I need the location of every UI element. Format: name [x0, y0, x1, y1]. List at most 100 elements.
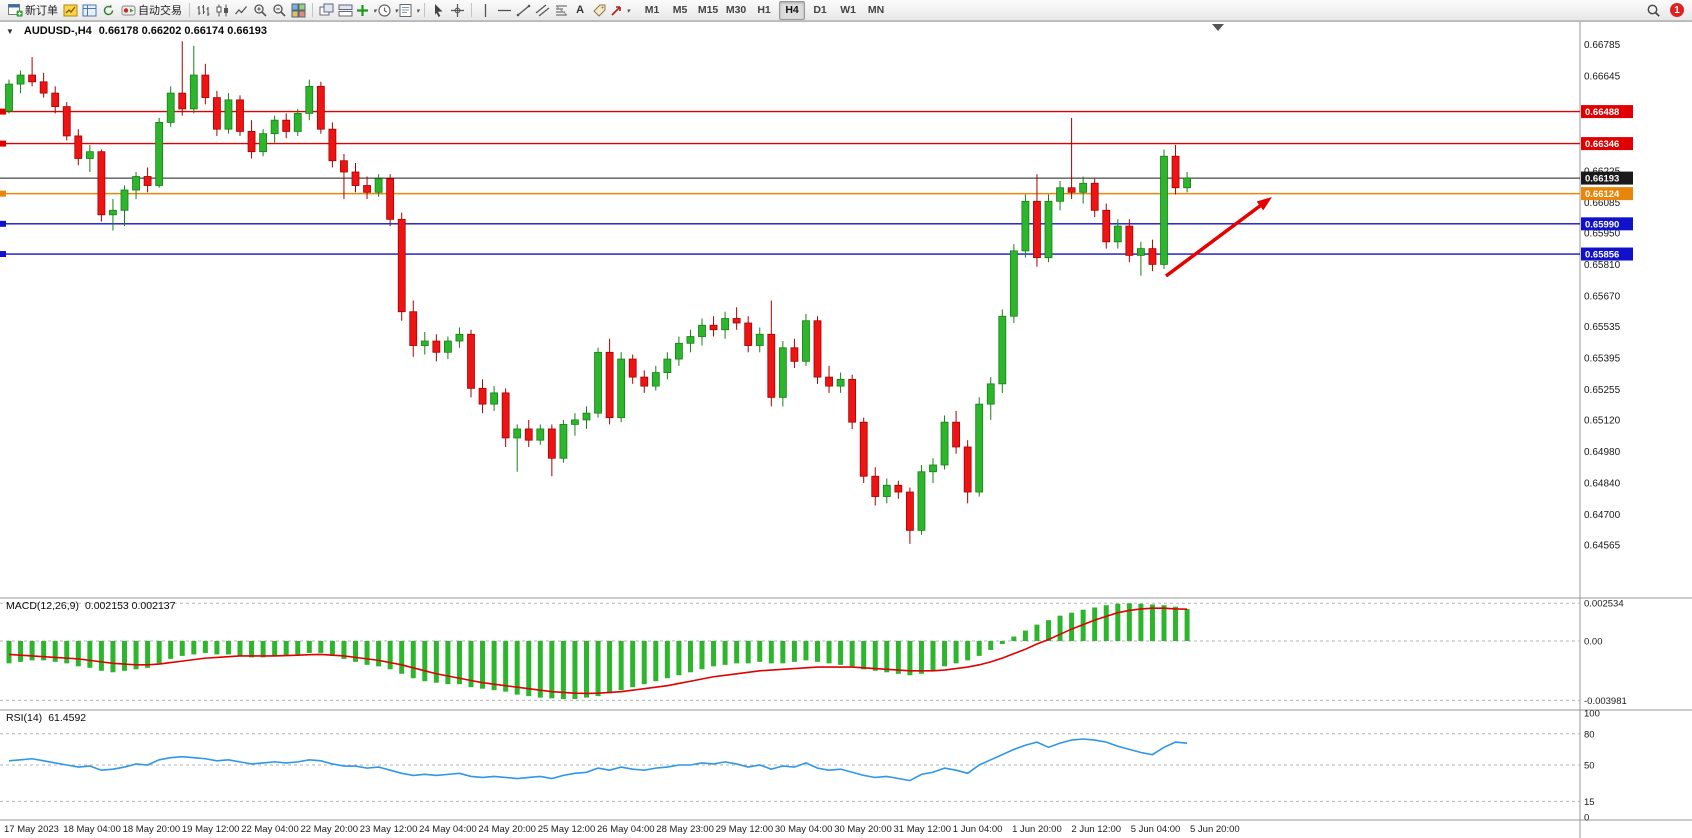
candle-body [802, 320, 810, 362]
macd-histogram-bar [306, 641, 312, 653]
refresh-button[interactable] [99, 1, 118, 19]
macd-histogram-bar [815, 641, 820, 662]
time-axis-label: 22 May 20:00 [301, 824, 359, 835]
macd-histogram-bar [179, 641, 185, 656]
templates-button[interactable] [398, 1, 420, 19]
timeframe-button-h4[interactable]: H4 [779, 0, 806, 20]
search-button[interactable] [1644, 1, 1663, 19]
timeframe-button-mn[interactable]: MN [867, 4, 885, 16]
indicators-button[interactable] [355, 1, 377, 19]
line-anchor-handle[interactable] [0, 190, 6, 197]
line-anchor-handle[interactable] [0, 220, 6, 227]
macd-histogram-bar [907, 641, 913, 676]
horizontal-line-tool-button[interactable] [495, 1, 514, 19]
zoom-in-button[interactable] [251, 1, 270, 19]
periods-button[interactable] [377, 1, 399, 19]
auto-trading-button[interactable]: 自动交易 [118, 1, 185, 19]
candle-body [894, 484, 903, 493]
candle-body [1056, 187, 1064, 202]
timeframe-button-m30[interactable]: M30 [725, 4, 747, 16]
candle-body [940, 421, 949, 466]
annotation-arrow[interactable] [1164, 200, 1267, 278]
time-axis-label: 25 May 12:00 [538, 824, 596, 835]
rsi-axis-label: 80 [1584, 729, 1595, 740]
macd-histogram-bar [722, 641, 728, 665]
price-axis-label: 0.66085 [1584, 198, 1621, 209]
macd-histogram-bar [595, 641, 601, 697]
arrows-tool-button[interactable] [609, 1, 631, 19]
macd-histogram-bar [676, 641, 682, 676]
candle-body [259, 133, 268, 153]
new-order-button[interactable]: 新订单 [5, 1, 61, 19]
candle-body [189, 74, 198, 110]
time-axis-label: 22 May 04:00 [241, 824, 299, 835]
label-tool-button[interactable] [590, 1, 609, 19]
timeframe-button-h1[interactable]: H1 [757, 4, 771, 16]
candle-body [1160, 155, 1168, 265]
candle-body [755, 333, 764, 346]
candle-body [859, 421, 868, 477]
line-anchor-handle[interactable] [0, 140, 6, 147]
macd-histogram-bar [768, 641, 774, 664]
timeframe-button-m5[interactable]: M5 [672, 4, 688, 16]
line-anchor-handle[interactable] [0, 251, 6, 258]
vertical-line-tool-button[interactable] [476, 1, 495, 19]
macd-histogram-bar [410, 641, 416, 679]
macd-histogram-bar [272, 641, 278, 656]
channel-tool-button[interactable] [533, 1, 552, 19]
zoom-in-icon [253, 3, 268, 18]
macd-histogram-bar [942, 641, 948, 667]
template-icon [398, 3, 413, 18]
candle-body [675, 342, 683, 360]
macd-histogram-bar [895, 641, 901, 674]
macd-histogram-bar [364, 641, 370, 665]
rsi-axis-label: 0 [1584, 813, 1589, 824]
price-axis-label: 0.65670 [1584, 291, 1621, 302]
candlestick-icon [215, 3, 230, 18]
macd-histogram-bar [930, 641, 936, 671]
price-badge [1581, 247, 1633, 261]
rsi-indicator-label: RSI(14) 61.4592 [6, 712, 86, 724]
candlestick-mode-button[interactable] [213, 1, 232, 19]
zoom-out-button[interactable] [270, 1, 289, 19]
bar-chart-mode-button[interactable] [194, 1, 213, 19]
timeframe-button-m1[interactable]: M1 [644, 4, 660, 16]
timeframe-button-w1[interactable]: W1 [840, 4, 856, 16]
candle-body [836, 378, 845, 387]
macd-histogram-bar [537, 641, 543, 698]
notification-badge[interactable]: 1 [1670, 3, 1684, 17]
time-axis-label: 29 May 12:00 [716, 824, 774, 835]
crosshair-tool-button[interactable] [448, 1, 467, 19]
macd-histogram-bar [664, 641, 670, 679]
macd-histogram-bar [1057, 615, 1063, 641]
timeframe-button-d1[interactable]: D1 [813, 4, 827, 16]
text-tool-button[interactable]: A [571, 1, 590, 19]
tile-windows-button[interactable] [289, 1, 308, 19]
macd-histogram-bar [572, 641, 578, 700]
line-chart-icon [234, 3, 249, 18]
new-chart-button[interactable] [61, 1, 80, 19]
cursor-tool-button[interactable] [429, 1, 448, 19]
time-axis-label: 2 Jun 12:00 [1071, 824, 1121, 835]
candle-body [97, 151, 106, 216]
macd-histogram-bar [560, 641, 566, 700]
timeframe-button-m15[interactable]: M15 [697, 4, 719, 16]
fibonacci-tool-button[interactable] [552, 1, 571, 19]
trendline-icon [516, 3, 531, 18]
toolbar-separator [423, 3, 425, 17]
macd-histogram-bar [87, 641, 93, 668]
annotation-arrow-head[interactable] [1256, 197, 1272, 211]
line-chart-mode-button[interactable] [232, 1, 251, 19]
market-watch-button[interactable] [80, 1, 99, 19]
arrange-windows-button[interactable] [336, 1, 355, 19]
cascade-windows-button[interactable] [317, 1, 336, 19]
candle-body [929, 464, 937, 473]
macd-histogram-bar [1138, 603, 1144, 641]
candle-body [640, 376, 649, 387]
horizontal-line-icon [497, 3, 512, 18]
current-price-badge [1581, 171, 1633, 185]
price-badge-text: 0.65990 [1585, 219, 1619, 230]
candle-body [1044, 200, 1053, 259]
line-anchor-handle[interactable] [0, 108, 6, 115]
trendline-tool-button[interactable] [514, 1, 533, 19]
